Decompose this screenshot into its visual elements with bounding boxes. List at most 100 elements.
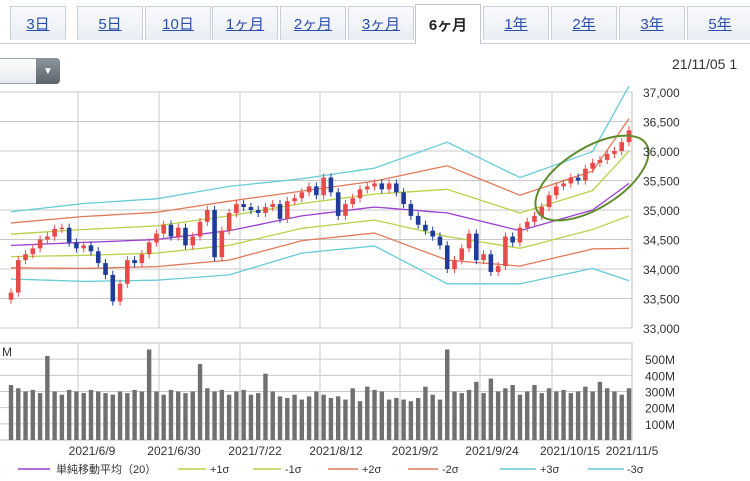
volume-bar-64 [474,381,479,440]
volume-bar-38 [285,397,290,440]
date-tick-7: 2021/11/5 [606,444,659,458]
chart-type-dropdown[interactable]: ▼ [0,58,60,84]
candle-body-11 [88,245,94,252]
volume-bar-66 [488,378,494,440]
candle-body-58 [430,230,435,237]
volume-bar-14 [110,394,115,440]
date-tick-5: 2021/9/24 [465,444,519,458]
band-plus-2-sigma [10,118,630,224]
volume-tick-1: 200M [645,402,675,416]
date-readout: 21/11/05 1 [672,56,738,72]
date-tick-1: 2021/6/30 [147,444,201,458]
volume-bar-24 [183,393,188,440]
tab-8[interactable]: 1年 [483,6,549,40]
candle-body-73 [539,207,545,216]
tab-6[interactable]: 3ヶ月 [348,6,414,40]
candle-body-0 [8,292,14,300]
volume-bar-57 [423,386,428,440]
candle-body-56 [415,215,421,225]
volume-bar-43 [321,394,326,440]
volume-bar-44 [328,397,334,440]
candle-body-76 [561,183,566,187]
date-tick-4: 2021/9/2 [392,444,439,458]
candle-body-26 [197,221,203,237]
volume-bar-80 [590,391,595,440]
volume-bar-7 [59,394,65,440]
candle-body-5 [45,236,50,240]
highlight [534,134,650,222]
volume-bar-74 [546,388,552,440]
volume-bar-3 [30,389,36,440]
legend-label-2: -1σ [285,464,302,476]
candle-body-83 [612,151,617,154]
volume-bar-12 [96,391,101,440]
candle-body-80 [590,162,595,169]
candle-body-57 [423,224,428,231]
tab-4[interactable]: 1ヶ月 [212,6,278,40]
volume-bar-11 [88,389,94,440]
legend-label-6: -3σ [627,464,644,476]
candles [8,126,632,306]
volume-bar-72 [532,385,537,440]
volume-bar-18 [139,391,145,440]
candle-body-78 [575,177,581,181]
tab-5[interactable]: 2ヶ月 [280,6,346,40]
candle-body-37 [277,204,283,219]
candle-body-70 [517,227,523,243]
volume-axis: 100M 200M 300M 400M 500M [645,353,675,432]
candle-body-61 [452,260,457,269]
price-grid [0,91,633,329]
volume-tick-3: 400M [645,369,675,383]
tab-2[interactable]: 5日 [77,6,143,40]
volume-bar-17 [132,389,137,440]
legend-prefix: : [0,464,1,476]
tab-3[interactable]: 10日 [145,6,211,40]
candle-body-32 [241,204,246,208]
candle-body-4 [37,239,43,249]
volume-bar-69 [510,385,515,440]
tab-10[interactable]: 3年 [619,6,685,40]
volume-bar-84 [619,394,624,440]
period-tab-bar: 3日 5日 10日 1ヶ月 2ヶ月 3ヶ月 6ヶ月 1年 2年 3年 5年 [0,0,750,44]
tab-9[interactable]: 2年 [551,6,617,40]
volume-bar-36 [270,391,275,440]
volume-tick-4: 500M [645,353,675,367]
price-tick-8: 37,000 [643,86,680,100]
legend-label-3: +2σ [362,464,382,476]
candle-body-71 [524,221,530,228]
tab-7[interactable]: 6ヶ月 [415,4,481,44]
volume-tick-0: 100M [645,418,675,432]
chevron-down-icon[interactable]: ▼ [36,58,60,84]
volume-bar-13 [103,393,108,440]
sma-20-line [10,182,630,247]
candle-body-38 [284,201,290,219]
candle-body-44 [328,177,334,193]
candle-body-10 [81,245,87,249]
legend-label-0: 単純移動平均（20） [56,462,156,476]
tab-11[interactable]: 5年 [687,6,750,40]
candle-body-33 [248,207,254,210]
volume-bar-31 [234,391,239,440]
candle-body-27 [205,210,210,222]
candle-body-13 [103,263,108,275]
candle-body-42 [314,186,319,196]
volume-bar-27 [205,388,210,440]
band-minus-2-sigma [10,232,630,270]
volume-bar-62 [459,393,464,440]
volume-bar-77 [568,393,574,440]
candle-body-22 [168,224,174,237]
candle-body-66 [488,254,494,272]
candle-body-20 [154,233,159,243]
candle-body-25 [190,236,196,246]
candle-body-48 [357,189,363,199]
volume-bar-29 [219,389,225,440]
candle-body-79 [583,168,588,181]
band-plus-1-sigma [10,150,630,235]
candle-body-43 [321,177,326,196]
candle-body-35 [263,207,268,213]
candle-body-21 [161,224,166,234]
tab-1[interactable]: 3日 [10,6,66,40]
volume-bar-63 [466,389,472,440]
candle-body-8 [66,227,72,243]
